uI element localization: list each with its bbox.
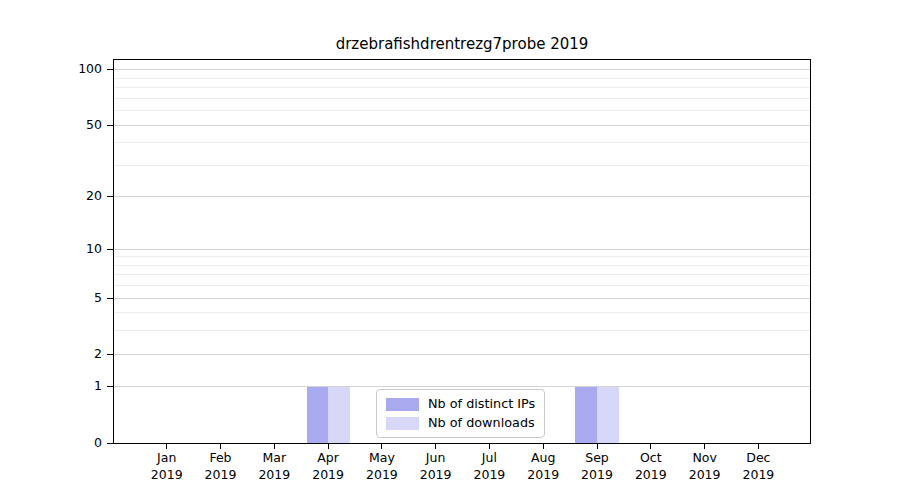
- legend-item-downloads: Nb of downloads: [386, 415, 535, 431]
- figure: drzebrafishdrentrezg7probe 2019 0 1 2 5 10 20…: [0, 0, 900, 500]
- bar-nb-of-downloads-apr: [328, 387, 350, 443]
- x-tick-year: 2019: [139, 467, 195, 484]
- x-tick-month: Oct: [623, 450, 679, 467]
- x-tick: [328, 444, 329, 449]
- x-tick-label: Oct2019: [623, 450, 679, 483]
- x-tick: [704, 444, 705, 449]
- x-tick-label: Sep2019: [569, 450, 625, 483]
- x-tick: [543, 444, 544, 449]
- major-gridline: [114, 69, 810, 70]
- x-tick-month: Apr: [300, 450, 356, 467]
- legend-item-distinct-ips: Nb of distinct IPs: [386, 396, 535, 412]
- x-tick: [381, 444, 382, 449]
- x-tick-label: Apr2019: [300, 450, 356, 483]
- y-tick: [107, 249, 113, 250]
- y-tick-label: 0: [28, 435, 102, 451]
- y-tick: [107, 354, 113, 355]
- major-gridline: [114, 298, 810, 299]
- major-gridline: [114, 354, 810, 355]
- x-tick-year: 2019: [461, 467, 517, 484]
- x-tick: [220, 444, 221, 449]
- x-tick: [489, 444, 490, 449]
- y-tick: [107, 196, 113, 197]
- minor-gridline: [114, 256, 810, 257]
- minor-gridline: [114, 142, 810, 143]
- y-tick-label: 5: [28, 290, 102, 306]
- major-gridline: [114, 386, 810, 387]
- chart-title: drzebrafishdrentrezg7probe 2019: [113, 35, 811, 53]
- legend-label-downloads: Nb of downloads: [428, 415, 535, 431]
- y-tick: [107, 298, 113, 299]
- x-tick-year: 2019: [623, 467, 679, 484]
- major-gridline: [114, 249, 810, 250]
- minor-gridline: [114, 165, 810, 166]
- x-tick: [166, 444, 167, 449]
- x-tick-year: 2019: [300, 467, 356, 484]
- x-tick-month: Dec: [730, 450, 786, 467]
- bar-nb-of-downloads-sep: [597, 387, 619, 443]
- minor-gridline: [114, 78, 810, 79]
- y-tick-label: 100: [28, 61, 102, 77]
- legend-label-distinct-ips: Nb of distinct IPs: [428, 396, 535, 412]
- legend-swatch-downloads: [386, 417, 419, 430]
- x-tick-label: Nov2019: [677, 450, 733, 483]
- x-tick-month: Aug: [515, 450, 571, 467]
- bar-nb-of-distinct-ips-apr: [307, 387, 329, 443]
- x-tick-month: Feb: [193, 450, 249, 467]
- x-tick-month: Mar: [246, 450, 302, 467]
- y-tick: [107, 386, 113, 387]
- major-gridline: [114, 196, 810, 197]
- x-tick-month: Jul: [461, 450, 517, 467]
- x-tick-label: Aug2019: [515, 450, 571, 483]
- legend-swatch-distinct-ips: [386, 398, 419, 411]
- major-gridline: [114, 125, 810, 126]
- x-tick-label: Mar2019: [246, 450, 302, 483]
- x-tick-label: Dec2019: [730, 450, 786, 483]
- x-tick-label: Jan2019: [139, 450, 195, 483]
- x-tick: [650, 444, 651, 449]
- x-tick-label: Feb2019: [193, 450, 249, 483]
- x-tick-year: 2019: [246, 467, 302, 484]
- x-tick-year: 2019: [354, 467, 410, 484]
- x-tick-year: 2019: [193, 467, 249, 484]
- minor-gridline: [114, 87, 810, 88]
- x-tick-label: Jul2019: [461, 450, 517, 483]
- bar-nb-of-distinct-ips-sep: [575, 387, 597, 443]
- x-tick-month: May: [354, 450, 410, 467]
- legend: Nb of distinct IPs Nb of downloads: [376, 389, 545, 438]
- minor-gridline: [114, 330, 810, 331]
- x-tick-year: 2019: [569, 467, 625, 484]
- x-tick-year: 2019: [408, 467, 464, 484]
- x-tick-month: Jan: [139, 450, 195, 467]
- minor-gridline: [114, 265, 810, 266]
- x-tick-month: Jun: [408, 450, 464, 467]
- y-tick-label: 20: [28, 188, 102, 204]
- minor-gridline: [114, 312, 810, 313]
- y-tick-label: 2: [28, 346, 102, 362]
- y-tick-label: 10: [28, 241, 102, 257]
- y-tick-label: 50: [28, 117, 102, 133]
- minor-gridline: [114, 274, 810, 275]
- y-tick: [107, 125, 113, 126]
- x-tick: [274, 444, 275, 449]
- x-tick-month: Nov: [677, 450, 733, 467]
- x-tick: [597, 444, 598, 449]
- x-tick-year: 2019: [730, 467, 786, 484]
- y-tick: [107, 69, 113, 70]
- x-tick-label: Jun2019: [408, 450, 464, 483]
- minor-gridline: [114, 110, 810, 111]
- minor-gridline: [114, 285, 810, 286]
- x-tick-month: Sep: [569, 450, 625, 467]
- x-tick-year: 2019: [677, 467, 733, 484]
- plot-area: [113, 59, 811, 444]
- x-tick-year: 2019: [515, 467, 571, 484]
- y-tick: [107, 443, 113, 444]
- minor-gridline: [114, 98, 810, 99]
- y-tick-label: 1: [28, 378, 102, 394]
- x-tick-label: May2019: [354, 450, 410, 483]
- x-tick: [758, 444, 759, 449]
- x-tick: [435, 444, 436, 449]
